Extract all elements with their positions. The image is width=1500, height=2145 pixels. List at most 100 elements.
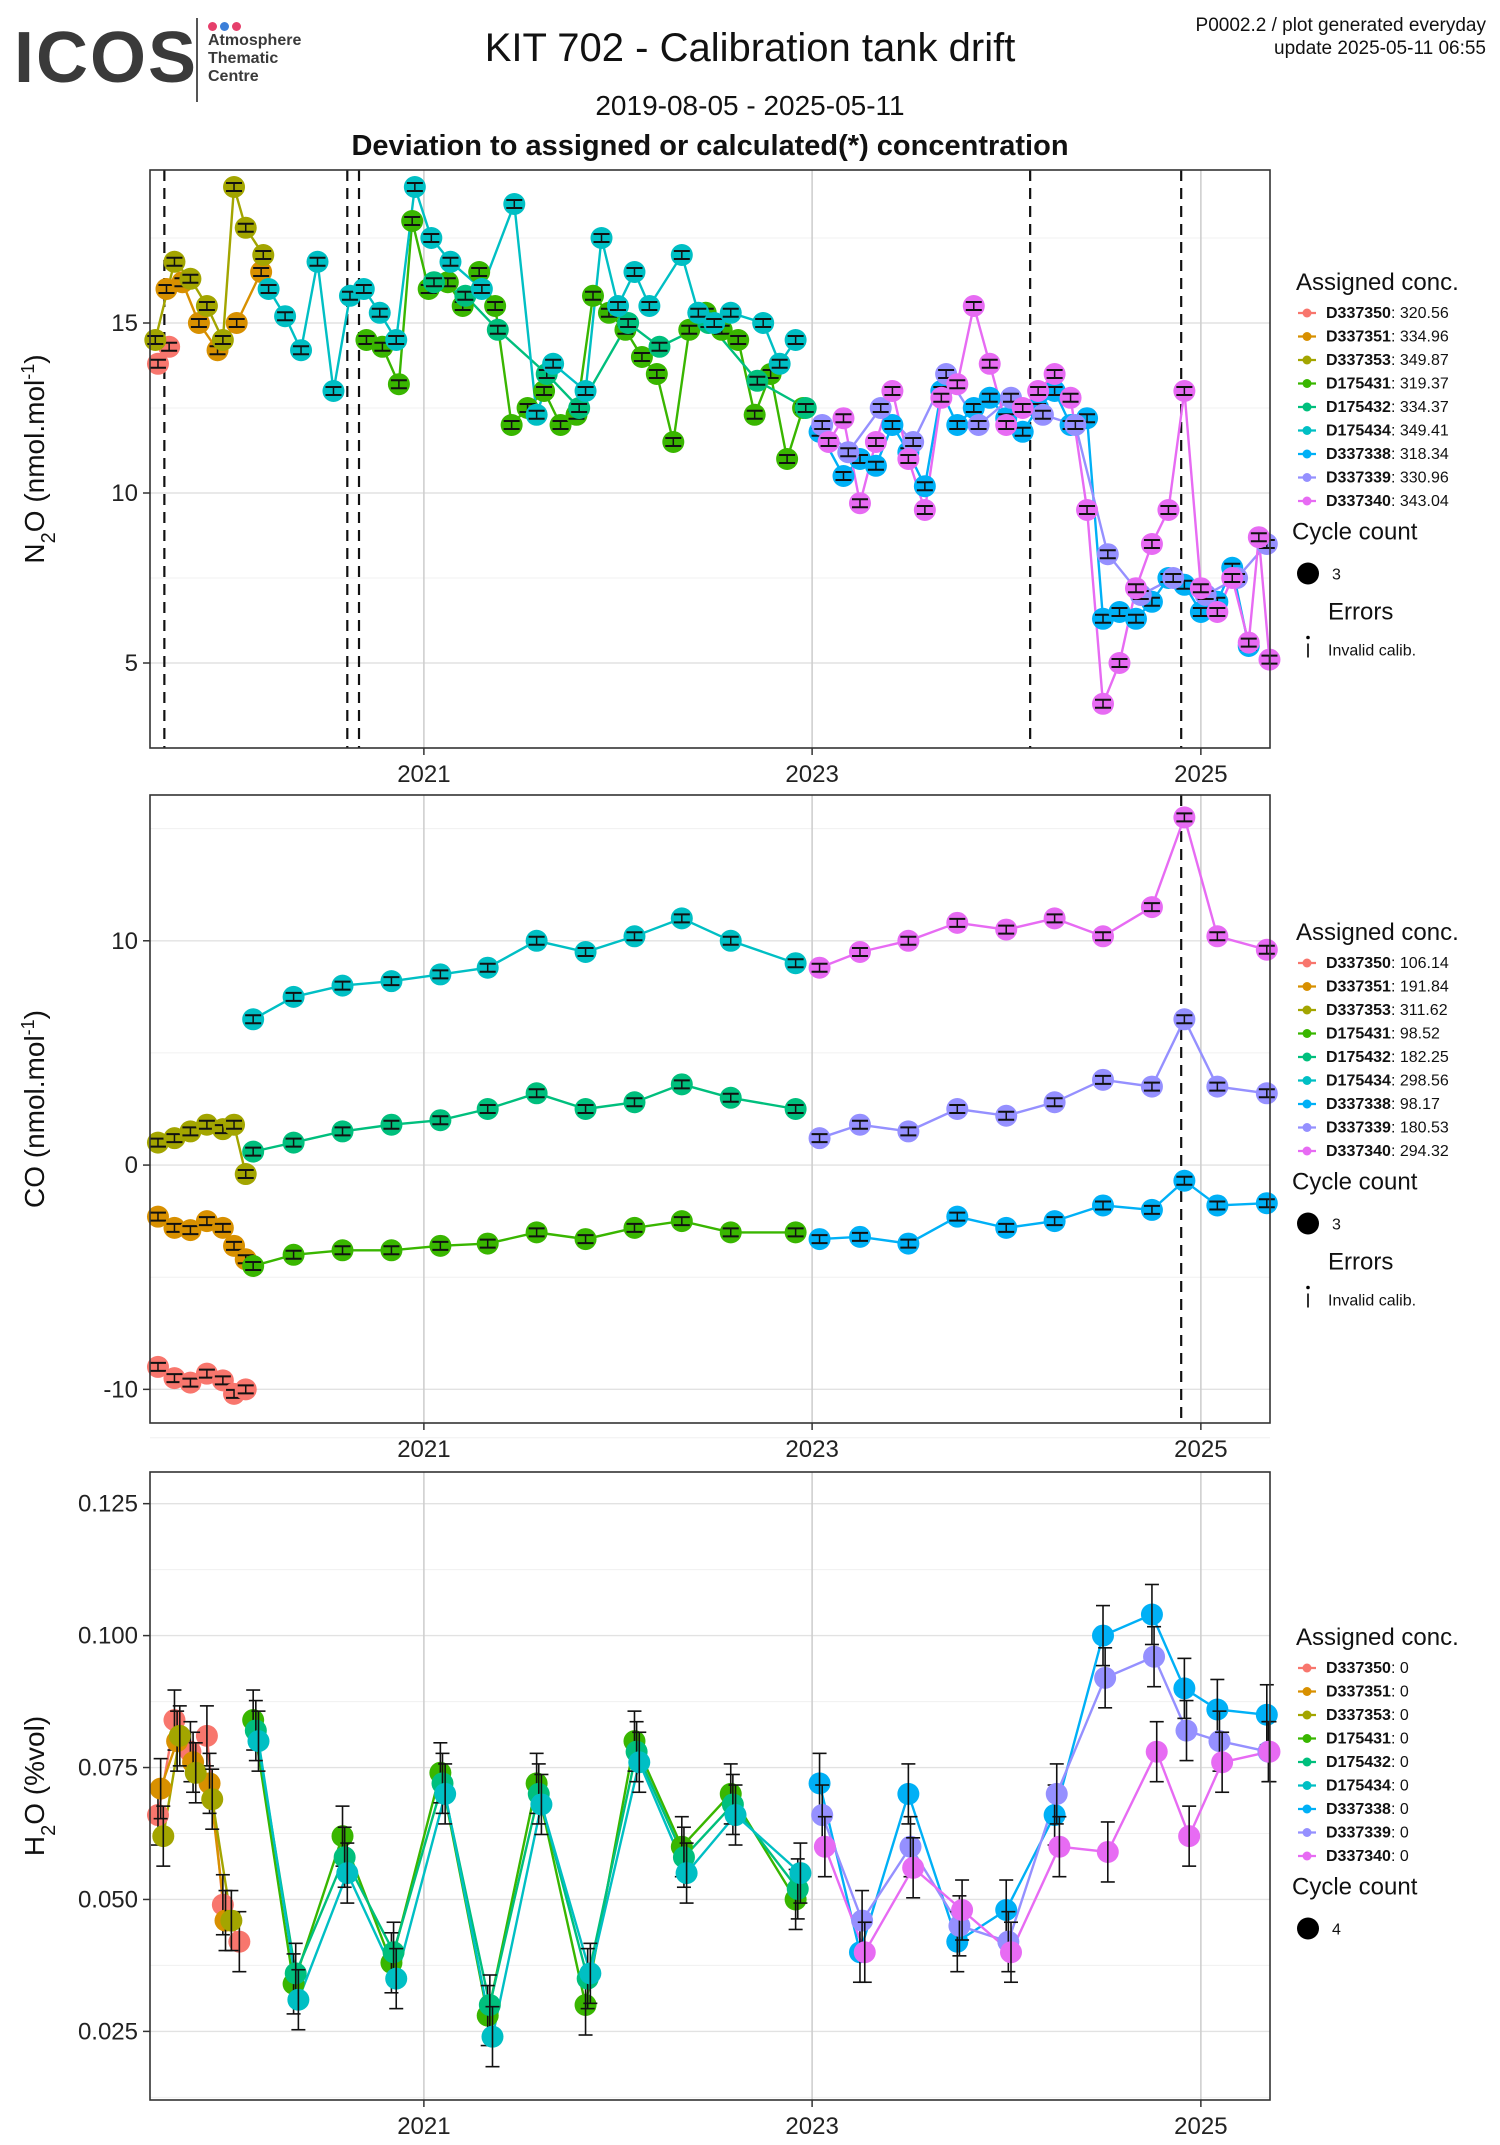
legend-item: D337350: 320.56 — [1326, 305, 1449, 322]
y-axis-title: N2O (nmol.mol-1) — [18, 354, 60, 563]
y-tick-label: 5 — [125, 650, 138, 677]
legend-item: D337351: 0 — [1326, 1684, 1409, 1701]
legend-item-value: : 318.34 — [1391, 446, 1449, 463]
legend-item-id: D337353 — [1326, 352, 1391, 369]
y-tick-label: 0.050 — [78, 1886, 138, 1913]
legend-key-point — [1302, 1029, 1312, 1038]
legend-item: D175434: 349.41 — [1326, 423, 1449, 440]
legend-key-point — [1302, 402, 1312, 412]
y-axis-title-sub: 2 — [38, 532, 60, 543]
logo-dot — [208, 22, 217, 31]
legend-key-point — [1302, 958, 1312, 968]
y-tick-label: 0.075 — [78, 1755, 138, 1782]
legend-item-id: D337350 — [1326, 305, 1391, 322]
x-tick-label: 2021 — [397, 761, 450, 788]
legend-item: D337340: 294.32 — [1326, 1143, 1449, 1160]
legend-title: Assigned conc. — [1296, 269, 1459, 296]
legend-item-value: : 106.14 — [1391, 955, 1449, 972]
date-range: 2019-08-05 - 2025-05-11 — [595, 90, 905, 121]
legend-key-point — [1302, 1757, 1312, 1767]
y-tick-label: 0.025 — [78, 2018, 138, 2045]
legend-title: Assigned conc. — [1296, 1624, 1459, 1651]
y-axis-title-main: N — [19, 543, 50, 563]
cycle-count-key — [1297, 1917, 1319, 1940]
y-axis-title-main: H — [19, 1836, 50, 1856]
cycle-count-value: 4 — [1332, 1922, 1341, 1939]
legend-item-id: D175432 — [1326, 399, 1391, 416]
legend-item-value: : 0 — [1391, 1707, 1409, 1724]
legend-item-value: : 0 — [1391, 1848, 1409, 1865]
legend-item: D175432: 182.25 — [1326, 1049, 1449, 1066]
legend-item-value: : 182.25 — [1391, 1049, 1449, 1066]
plot-frame — [149, 169, 1271, 749]
legend-item-value: : 349.41 — [1391, 423, 1449, 440]
legend-item-value: : 0 — [1391, 1660, 1409, 1677]
y-tick-label: -10 — [103, 1376, 138, 1403]
x-tick-label: 2023 — [785, 761, 838, 788]
legend-key-point — [1302, 379, 1312, 388]
y-tick-label: 10 — [111, 928, 138, 955]
legend-item: D337340: 343.04 — [1326, 493, 1449, 510]
legend-item-id: D337339 — [1326, 470, 1391, 487]
plot-frame — [149, 1471, 1271, 2101]
y-tick-label: 0.100 — [78, 1623, 138, 1650]
legend-item-id: D337353 — [1326, 1707, 1391, 1724]
legend-title: Assigned conc. — [1296, 919, 1459, 946]
legend-item-id: D337350 — [1326, 1660, 1391, 1677]
cycle-count-title: Cycle count — [1292, 519, 1418, 546]
logo-dots — [208, 18, 244, 34]
legend-item: D175434: 0 — [1326, 1778, 1409, 1795]
generation-note-line1: P0002.2 / plot generated everyday — [1195, 15, 1486, 36]
legend-item-value: : 343.04 — [1391, 493, 1449, 510]
y-axis-title-sup: -1 — [18, 364, 38, 380]
legend-key-point — [1302, 426, 1312, 435]
panel-h2o: 0.025 0.050 0.075 0.100 0.125 2021 2023 2025 H2O… — [19, 1437, 1459, 2140]
legend-item-value: : 98.17 — [1391, 1096, 1440, 1113]
legend-item: D337350: 106.14 — [1326, 955, 1449, 972]
legend-item-id: D175431 — [1326, 1731, 1391, 1748]
legend-item: D337338: 98.17 — [1326, 1096, 1440, 1113]
legend-item-id: D175434 — [1326, 1778, 1391, 1795]
legend-item-value: : 191.84 — [1391, 979, 1449, 996]
legend-item: D175434: 298.56 — [1326, 1073, 1449, 1090]
legend-key-point — [1302, 308, 1312, 318]
y-axis-title: CO (nmol.mol-1) — [18, 1010, 50, 1208]
cycle-count-key — [1297, 562, 1319, 585]
logo-divider — [196, 18, 198, 102]
legend: Assigned conc. D337350: 320.56 D337351: 33… — [1292, 269, 1459, 660]
logo-dot — [220, 22, 229, 31]
legend-item-id: D337338 — [1326, 1096, 1391, 1113]
legend-key-point — [1302, 1123, 1312, 1132]
legend-item-value: : 0 — [1391, 1754, 1409, 1771]
y-tick-label: 10 — [111, 480, 138, 507]
logo-line-1: Atmosphere — [208, 32, 302, 49]
x-tick-label: 2023 — [785, 1436, 838, 1463]
legend-key-point — [1302, 1076, 1312, 1085]
legend-item-id: D337340 — [1326, 1848, 1391, 1865]
errors-title: Errors — [1328, 599, 1393, 626]
legend-key-point — [1302, 355, 1312, 365]
legend-item-value: : 334.37 — [1391, 399, 1449, 416]
legend-item-value: : 294.32 — [1391, 1143, 1449, 1160]
legend-item-id: D337338 — [1326, 446, 1391, 463]
legend-item-value: : 0 — [1391, 1731, 1409, 1748]
legend-item-value: : 311.62 — [1391, 1002, 1448, 1019]
y-axis-title-rest: O (nmol.mol — [19, 380, 50, 532]
legend-item-id: D337339 — [1326, 1120, 1391, 1137]
legend-item-id: D175434 — [1326, 423, 1391, 440]
cycle-count-title: Cycle count — [1292, 1874, 1418, 1901]
legend-item: D337351: 334.96 — [1326, 329, 1449, 346]
legend-item: D337353: 0 — [1326, 1707, 1409, 1724]
legend-item-id: D337353 — [1326, 1002, 1391, 1019]
x-tick-label: 2021 — [397, 2113, 450, 2140]
x-tick-label: 2025 — [1174, 1436, 1227, 1463]
legend-item-id: D175432 — [1326, 1754, 1391, 1771]
legend-item: D175432: 334.37 — [1326, 399, 1449, 416]
legend-item-value: : 0 — [1391, 1801, 1409, 1818]
legend-item-value: : 0 — [1391, 1684, 1409, 1701]
generation-note: P0002.2 / plot generated everyday update… — [1196, 14, 1486, 60]
generation-note-line2: update 2025-05-11 06:55 — [1274, 38, 1486, 59]
plot-frame — [149, 794, 1271, 1424]
x-tick-label: 2023 — [785, 2113, 838, 2140]
